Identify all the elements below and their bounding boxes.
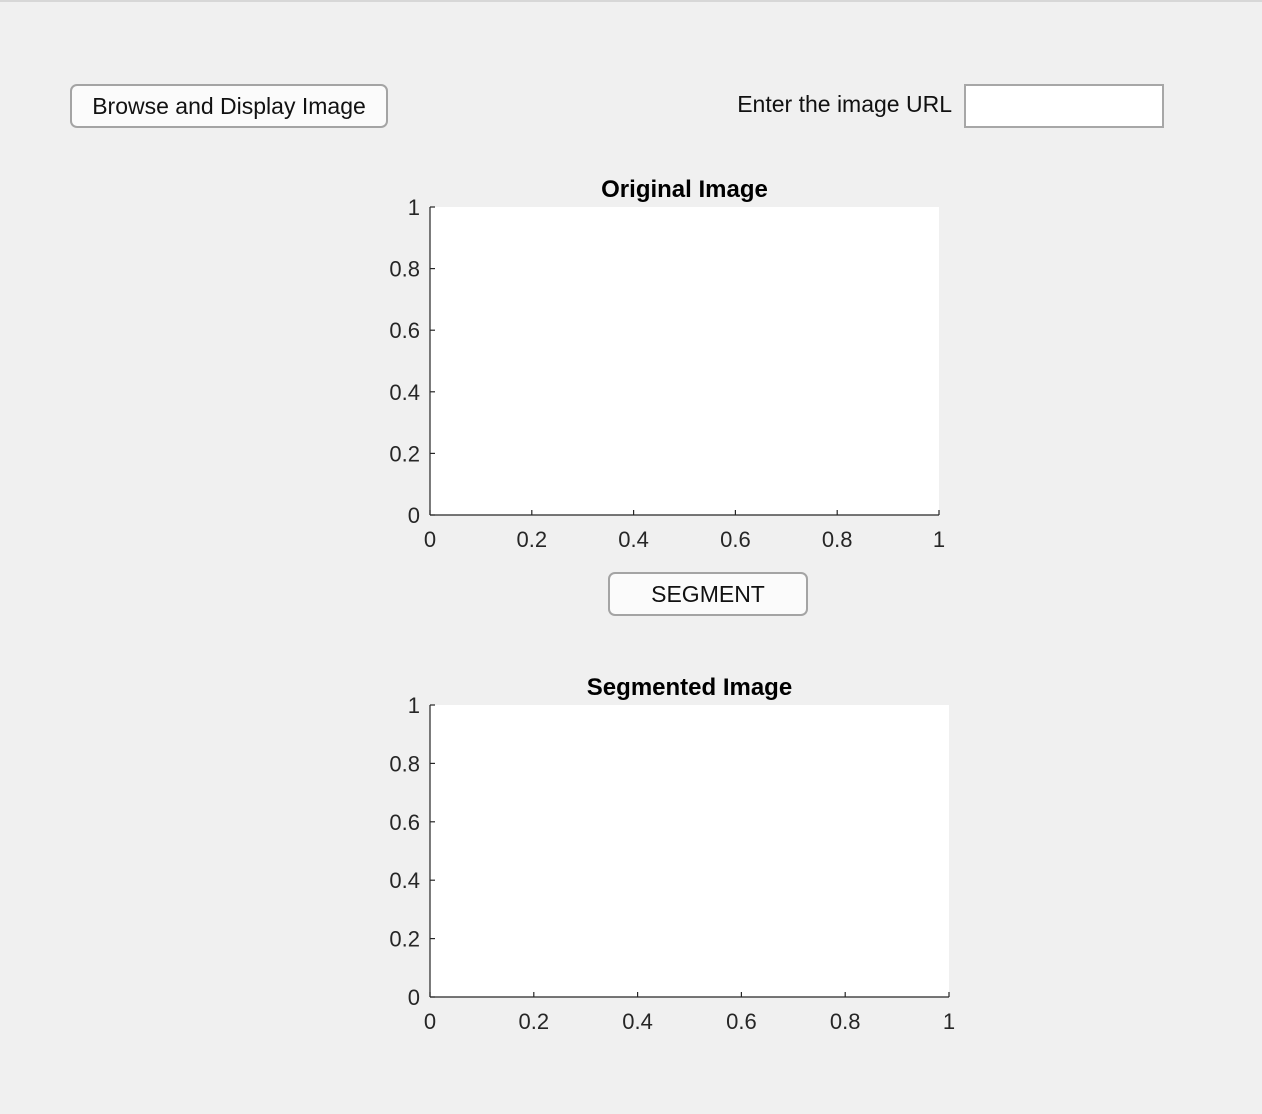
original-plot-area <box>430 207 939 515</box>
segment-button[interactable]: SEGMENT <box>608 572 808 616</box>
original-y-tick-label: 0.2 <box>389 441 420 466</box>
original-image-axes: Original Image 0 0.2 0.4 0.6 0.8 1 0 0.2 0.4 0.6 0.… <box>389 176 945 552</box>
original-y-tick-label: 0.4 <box>389 380 420 405</box>
original-x-tick-label: 0.2 <box>517 527 548 552</box>
window-top-border <box>0 0 1262 2</box>
original-x-tick-label: 0 <box>424 527 436 552</box>
segmented-y-tick-label: 0.2 <box>389 927 420 952</box>
segmented-x-tick-label: 0.4 <box>622 1009 653 1034</box>
segmented-y-tick-label: 0 <box>408 985 420 1010</box>
original-y-tick-label: 0.8 <box>389 257 420 282</box>
image-url-label: Enter the image URL <box>737 91 952 117</box>
segmented-y-tick-label: 0.8 <box>389 751 420 776</box>
original-x-tick-label: 0.6 <box>720 527 751 552</box>
original-x-tick-label: 0.4 <box>618 527 649 552</box>
browse-display-image-button[interactable]: Browse and Display Image <box>70 84 388 128</box>
original-x-tick-label: 1 <box>933 527 945 552</box>
segmented-x-tick-label: 0 <box>424 1009 436 1034</box>
segmented-y-tick-label: 0.4 <box>389 868 420 893</box>
segmented-axes-title: Segmented Image <box>587 674 792 701</box>
segmented-plot-area <box>430 705 949 997</box>
original-x-tick-label: 0.8 <box>822 527 853 552</box>
original-axes-title: Original Image <box>601 176 768 203</box>
segmented-x-tick-label: 0.2 <box>519 1009 550 1034</box>
segmented-x-tick-label: 0.8 <box>830 1009 861 1034</box>
original-y-tick-label: 0.6 <box>389 318 420 343</box>
original-y-tick-label: 1 <box>408 195 420 220</box>
segmented-x-tick-label: 0.6 <box>726 1009 757 1034</box>
segmented-x-tick-label: 1 <box>943 1009 955 1034</box>
segmented-y-tick-label: 0.6 <box>389 810 420 835</box>
segmented-y-tick-label: 1 <box>408 693 420 718</box>
image-url-input[interactable] <box>964 84 1164 128</box>
original-y-tick-label: 0 <box>408 503 420 528</box>
